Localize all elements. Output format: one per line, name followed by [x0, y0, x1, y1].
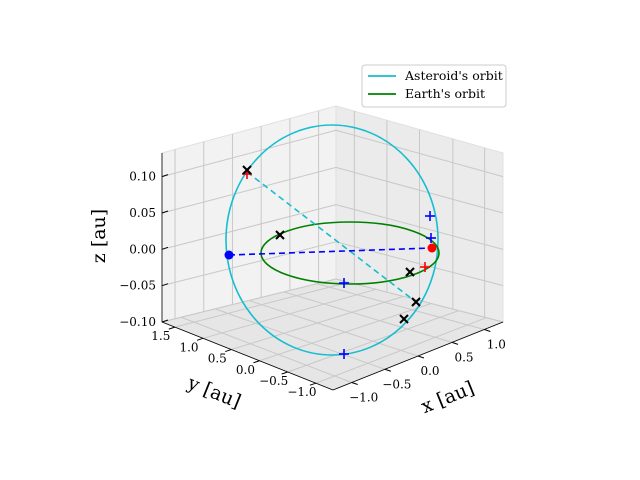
x-tick-label: −1.0 — [349, 391, 378, 405]
y-tick-label: 1.5 — [151, 329, 170, 343]
z-tick-mark — [161, 319, 169, 323]
blue-plus-marker — [425, 211, 435, 221]
x-tick-label: 0.0 — [420, 364, 439, 378]
z-tick-label: 0.10 — [129, 170, 156, 184]
z-tick-label: −0.05 — [119, 279, 156, 293]
earth-orbit-line — [260, 221, 440, 285]
y-grid-line — [287, 310, 459, 373]
z-tick-mark — [161, 174, 169, 178]
z-tick-mark — [161, 246, 169, 250]
black-x-marker — [405, 267, 415, 277]
y-tick-label: 0.5 — [208, 352, 227, 366]
y-grid-line — [259, 303, 432, 362]
z-grid-line — [335, 278, 504, 323]
x-tick-mark — [417, 355, 425, 359]
y-tick-mark — [196, 337, 204, 341]
y-grid-line — [315, 317, 487, 384]
y-tick-mark — [309, 382, 317, 386]
y-axis-label: y [au] — [184, 372, 244, 413]
x-grid-line — [248, 300, 419, 357]
legend-asteroid-label: Asteroid's orbit — [404, 68, 503, 83]
y-grid-line — [231, 295, 404, 351]
x-tick-mark — [384, 368, 392, 372]
x-tick-label: 1.0 — [487, 337, 506, 351]
asteroid-connector-line — [246, 171, 417, 303]
y-tick-label: 0.0 — [236, 363, 255, 377]
legend-earth-label: Earth's orbit — [405, 86, 485, 101]
z-grid-line — [161, 129, 337, 178]
y-tick-mark — [168, 326, 175, 330]
y-tick-mark — [253, 360, 260, 364]
z-tick-label: 0.00 — [129, 242, 156, 256]
y-grid-line — [174, 281, 349, 328]
asteroid-position-marker — [224, 250, 234, 260]
z-grid-line — [161, 166, 337, 214]
z-grid-line — [161, 204, 337, 250]
x-axis-label: x [au] — [418, 377, 477, 418]
z-grid-line — [335, 204, 504, 250]
y-tick-label: −1.0 — [287, 385, 316, 399]
z-tick-mark — [161, 210, 169, 214]
legend: Asteroid's orbit Earth's orbit — [361, 64, 507, 108]
sun-connector-line — [228, 247, 433, 256]
z-grid-line — [335, 129, 504, 178]
asteroid-orbit-line — [225, 124, 439, 356]
y-tick-mark — [281, 371, 288, 375]
y-grid-line — [202, 288, 377, 339]
x-axis-ticks: −1.0 −0.5 0.0 0.5 1.0 — [349, 329, 506, 405]
z-grid-line — [335, 241, 504, 287]
x-grid-line — [214, 308, 386, 370]
x-grid-line — [283, 291, 453, 343]
x-grid-line — [180, 316, 352, 383]
black-x-marker — [242, 165, 252, 175]
plot-series — [225, 124, 440, 356]
y-axis-line — [161, 321, 334, 391]
x-tick-mark — [484, 329, 491, 332]
x-tick-mark — [351, 382, 358, 385]
x-tick-mark — [451, 341, 459, 345]
x-tick-label: −0.5 — [382, 377, 411, 391]
axes-panes — [160, 105, 505, 391]
x-tick-label: 0.5 — [454, 350, 473, 364]
red-plus-marker — [420, 262, 430, 272]
blue-plus-marker — [426, 233, 436, 243]
z-axis-label: z [au] — [88, 209, 110, 263]
y-axis-ticks: −1.0−0.5 0.0 0.5 1.0 1.5 — [151, 326, 317, 399]
legend-box — [361, 64, 507, 108]
y-tick-label: −0.5 — [259, 374, 288, 388]
blue-plus-marker — [339, 349, 349, 359]
black-x-marker — [399, 314, 409, 324]
y-tick-mark — [225, 349, 232, 353]
black-x-marker — [275, 230, 285, 240]
z-grid-line — [161, 278, 337, 323]
z-tick-label: 0.05 — [129, 206, 156, 220]
z-tick-label: −0.10 — [119, 315, 156, 329]
z-tick-mark — [161, 283, 169, 287]
z-grid-line — [161, 241, 337, 287]
blue-plus-marker — [339, 278, 349, 288]
y-tick-label: 1.0 — [179, 340, 198, 354]
x-grid-line — [316, 283, 485, 330]
plot-markers — [224, 165, 437, 359]
z-axis-ticks: −0.10 −0.05 0.00 0.05 0.10 — [119, 170, 169, 329]
sun-marker — [427, 243, 437, 253]
z-grid-line — [335, 166, 504, 214]
black-x-marker — [411, 297, 421, 307]
